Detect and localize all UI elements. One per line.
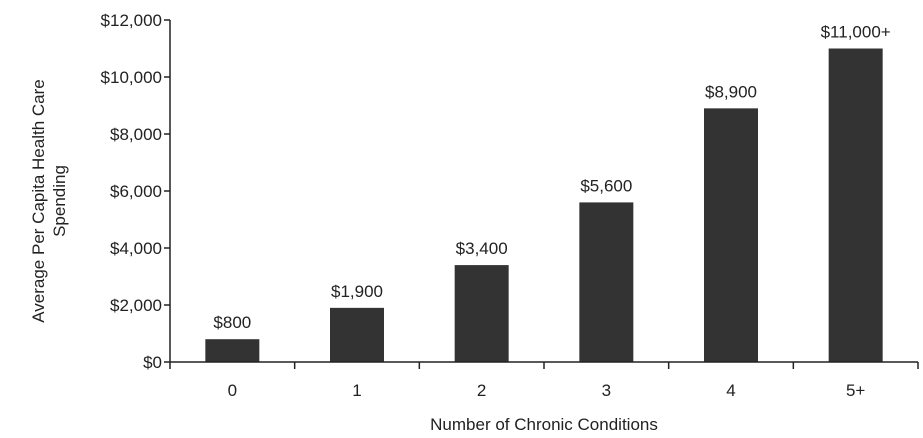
data-label: $3,400	[456, 239, 508, 258]
y-tick-label: $8,000	[110, 125, 162, 144]
y-axis-title: Average Per Capita Health Care Spending	[29, 79, 69, 323]
bar-3	[579, 202, 634, 362]
x-axis-title: Number of Chronic Conditions	[430, 415, 658, 434]
bar-0	[205, 339, 260, 362]
y-axis-title-line: Spending	[50, 165, 69, 237]
y-tick-label: $2,000	[110, 296, 162, 315]
data-label: $1,900	[331, 282, 383, 301]
x-tick-label: 2	[477, 381, 486, 400]
x-tick-label: 3	[602, 381, 611, 400]
y-tick-label: $10,000	[101, 68, 162, 87]
data-label: $5,600	[580, 176, 632, 195]
bar-4	[704, 108, 758, 362]
x-tick-label: 4	[726, 381, 735, 400]
bar-1	[330, 307, 384, 362]
y-tick-label: $0	[143, 353, 162, 372]
x-ticks-group: 0 1 2 3 4 5+	[169, 362, 919, 400]
data-label: $800	[213, 313, 251, 332]
bars-group	[205, 48, 883, 362]
x-tick-label: 1	[352, 381, 361, 400]
bar-2	[454, 265, 509, 362]
x-tick-label: 0	[228, 381, 237, 400]
data-labels-group: $800 $1,900 $3,400 $5,600 $8,900 $11,000+	[213, 23, 890, 333]
bar-5plus	[828, 48, 883, 362]
y-tick-label: $4,000	[110, 239, 162, 258]
y-axis-title-line: Average Per Capita Health Care	[29, 79, 48, 323]
y-ticks-group: $0 $2,000 $4,000 $6,000 $8,000 $10,000 $12,000	[101, 11, 170, 372]
data-label: $11,000+	[821, 23, 891, 42]
x-tick-label: 5+	[846, 381, 865, 400]
data-label: $8,900	[705, 82, 757, 101]
y-tick-label: $6,000	[110, 182, 162, 201]
y-tick-label: $12,000	[101, 11, 162, 30]
